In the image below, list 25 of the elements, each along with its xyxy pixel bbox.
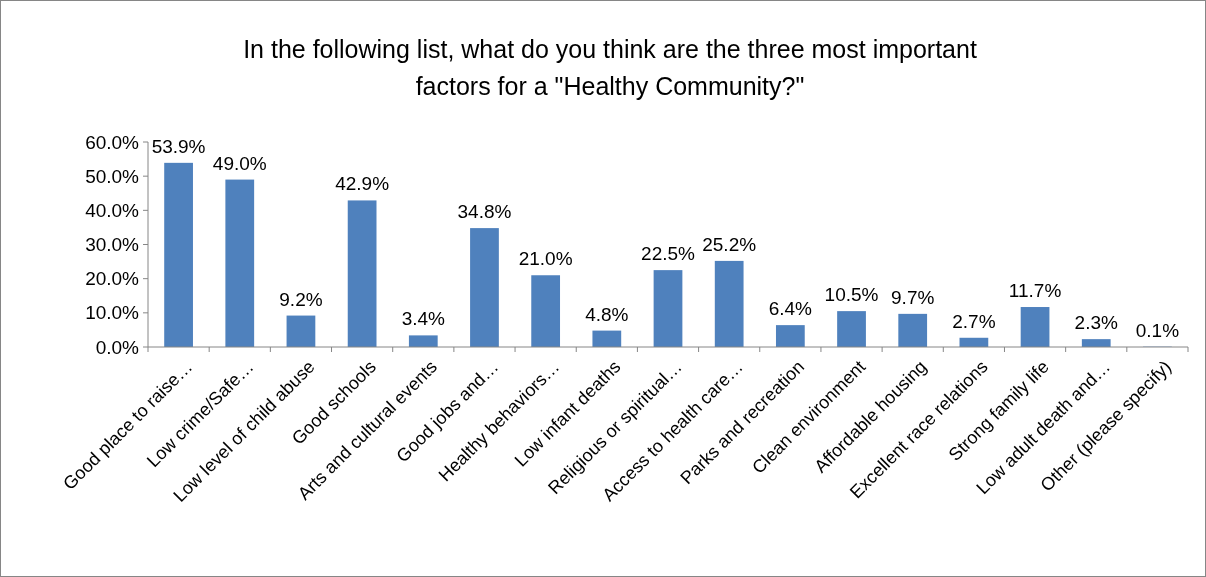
- y-tick-label: 40.0%: [85, 199, 140, 221]
- data-label: 11.7%: [1008, 280, 1062, 302]
- data-label: 9.7%: [891, 286, 935, 308]
- data-label: 2.3%: [1074, 312, 1118, 334]
- data-label: 42.9%: [335, 173, 390, 195]
- data-label: 2.7%: [952, 310, 996, 332]
- y-tick-label: 20.0%: [85, 268, 140, 290]
- data-label: 22.5%: [641, 243, 696, 265]
- chart-title: In the following list, what do you think are the three most important factors for a "Healthy Community?": [243, 35, 977, 100]
- y-tick-label: 0.0%: [95, 336, 140, 358]
- data-label: 9.2%: [279, 288, 323, 310]
- data-label: 6.4%: [768, 298, 813, 320]
- y-tick-label: 50.0%: [85, 165, 140, 187]
- data-label: 0.1%: [1135, 319, 1180, 341]
- data-label: 4.8%: [585, 303, 629, 325]
- data-label: 3.4%: [401, 308, 446, 330]
- data-label: 34.8%: [457, 201, 512, 223]
- data-label: 21.0%: [518, 248, 573, 270]
- data-label: 49.0%: [212, 152, 267, 174]
- y-tick-label: 30.0%: [85, 234, 140, 256]
- y-tick-label: 60.0%: [85, 131, 140, 153]
- data-label: 25.2%: [702, 233, 757, 255]
- data-label: 10.5%: [824, 284, 879, 306]
- data-label: 53.9%: [151, 135, 206, 157]
- y-tick-label: 10.0%: [85, 302, 140, 324]
